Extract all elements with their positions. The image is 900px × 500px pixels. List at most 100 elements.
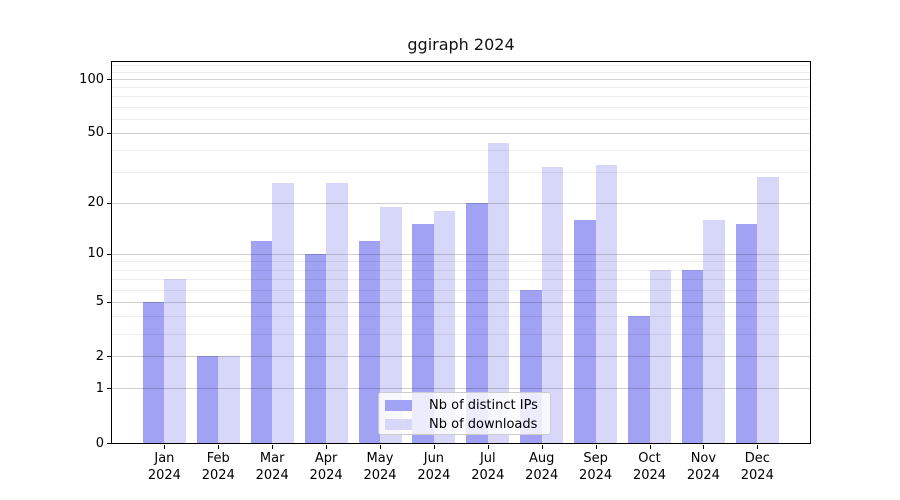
bar-downloads-feb (218, 356, 240, 443)
x-tick-label-sep: Sep 2024 (564, 450, 628, 484)
x-tick-year-sep: 2024 (579, 468, 613, 483)
x-tick-label-nov: Nov 2024 (671, 450, 735, 484)
bar-downloads-apr (326, 183, 348, 443)
y-tick-label-20: 20 (87, 195, 104, 211)
bar-downloads-aug (541, 167, 564, 443)
minor-gridline-30 (112, 172, 810, 174)
x-tick-month-apr: Apr (314, 451, 338, 466)
bar-downloads-may (380, 206, 402, 443)
bar-distinct-ips-jul (466, 202, 488, 443)
x-tick-year-jan: 2024 (147, 468, 181, 483)
minor-gridline-4 (112, 316, 810, 318)
minor-gridline-110 (112, 71, 810, 73)
bar-distinct-ips-sep (574, 219, 596, 443)
bar-distinct-ips-dec (735, 224, 758, 443)
major-gridline-100 (112, 79, 810, 80)
x-tick-mark-jul (487, 445, 489, 449)
bar-downloads-jul (487, 142, 510, 443)
x-tick-mark-aug (541, 445, 543, 449)
x-tick-month-may: May (366, 451, 394, 466)
bar-distinct-ips-feb (196, 356, 219, 443)
bar-distinct-ips-jun (412, 224, 434, 443)
x-tick-year-oct: 2024 (632, 468, 667, 483)
bar-downloads-dec (757, 177, 779, 443)
legend-item-distinct-ips: Nb of distinct IPs (385, 396, 550, 415)
minor-gridline-90 (112, 87, 810, 89)
x-tick-mark-oct (649, 445, 651, 449)
x-tick-month-aug: Aug (528, 451, 555, 466)
y-tick-mark-10 (107, 253, 111, 255)
x-tick-label-oct: Oct 2024 (618, 450, 682, 484)
x-tick-year-jul: 2024 (471, 468, 505, 483)
x-tick-mark-jan (164, 445, 166, 449)
minor-gridline-40 (112, 150, 810, 152)
x-tick-label-jun: Jun 2024 (402, 450, 466, 484)
x-tick-year-dec: 2024 (740, 468, 774, 483)
bar-downloads-nov (703, 219, 725, 443)
bar-distinct-ips-nov (681, 269, 704, 443)
y-tick-mark-20 (107, 202, 111, 204)
minor-gridline-9 (112, 261, 810, 263)
x-tick-year-mar: 2024 (255, 468, 289, 483)
legend-label-distinct-ips: Nb of distinct IPs (429, 398, 538, 413)
x-tick-label-jan: Jan 2024 (132, 450, 196, 484)
major-gridline-1 (112, 388, 810, 390)
x-tick-label-feb: Feb 2024 (186, 450, 250, 484)
legend-item-downloads: Nb of downloads (385, 415, 550, 434)
x-tick-label-mar: Mar 2024 (240, 450, 304, 484)
y-tick-mark-2 (107, 356, 111, 358)
bar-downloads-mar (272, 183, 294, 443)
minor-gridline-60 (112, 118, 810, 120)
x-tick-label-may: May 2024 (348, 450, 412, 484)
legend-swatch-downloads (385, 419, 412, 430)
major-gridline-2 (112, 356, 810, 358)
x-tick-year-nov: 2024 (686, 468, 720, 483)
y-tick-mark-1 (107, 388, 111, 390)
x-tick-label-dec: Dec 2024 (725, 450, 789, 484)
y-tick-label-1: 1 (95, 380, 104, 396)
minor-gridline-120 (112, 64, 810, 66)
x-tick-mark-dec (757, 445, 759, 449)
y-tick-mark-5 (107, 301, 111, 303)
x-tick-month-sep: Sep (583, 451, 608, 466)
chart-title: ggiraph 2024 (407, 35, 515, 54)
x-tick-year-apr: 2024 (309, 468, 343, 483)
minor-gridline-80 (112, 96, 810, 98)
y-tick-label-10: 10 (87, 246, 104, 262)
x-tick-month-jul: Jul (479, 451, 496, 466)
x-tick-mark-sep (595, 445, 597, 449)
bar-downloads-jan (164, 279, 186, 443)
y-tick-label-5: 5 (95, 294, 104, 310)
bar-distinct-ips-oct (628, 316, 650, 443)
bar-distinct-ips-jan (142, 301, 165, 443)
legend-swatch-distinct-ips (385, 400, 412, 411)
x-tick-month-nov: Nov (690, 451, 717, 466)
minor-gridline-3 (112, 333, 810, 335)
major-gridline-50 (112, 132, 810, 134)
x-tick-label-aug: Aug 2024 (510, 450, 574, 484)
x-tick-label-apr: Apr 2024 (294, 450, 358, 484)
y-tick-label-50: 50 (87, 125, 104, 141)
x-tick-month-mar: Mar (259, 451, 285, 466)
x-tick-year-may: 2024 (363, 468, 397, 483)
x-tick-month-jan: Jan (154, 451, 175, 466)
x-tick-mark-apr (326, 445, 328, 449)
x-tick-month-jun: Jun (423, 451, 445, 466)
bar-downloads-sep (595, 164, 618, 443)
bar-downloads-jun (433, 210, 456, 443)
x-tick-year-jun: 2024 (417, 468, 451, 483)
x-tick-mark-may (380, 445, 381, 449)
y-tick-mark-100 (107, 79, 111, 80)
plot-area: Nb of distinct IPs Nb of downloads (111, 61, 811, 444)
y-tick-label-0: 0 (95, 435, 104, 451)
major-gridline-5 (112, 301, 810, 303)
minor-gridline-7 (112, 279, 810, 280)
y-tick-label-100: 100 (79, 71, 104, 87)
bar-distinct-ips-may (358, 240, 380, 443)
x-tick-year-aug: 2024 (525, 468, 559, 483)
bar-downloads-oct (649, 269, 671, 443)
x-tick-month-dec: Dec (744, 451, 770, 466)
bar-distinct-ips-mar (250, 240, 273, 443)
minor-gridline-70 (112, 106, 810, 108)
